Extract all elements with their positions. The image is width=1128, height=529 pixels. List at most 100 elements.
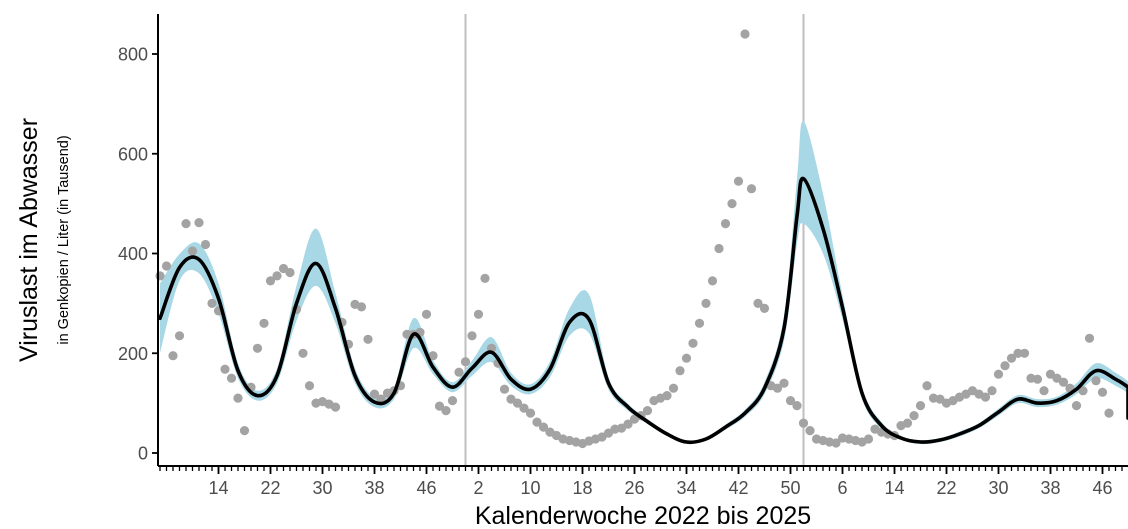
x-tick-label: 34	[676, 478, 696, 498]
data-point	[915, 401, 926, 411]
data-point	[1006, 353, 1017, 363]
x-tick-label: 30	[988, 478, 1008, 498]
data-point	[272, 271, 282, 281]
x-tick-label: 38	[364, 478, 384, 498]
data-point	[265, 276, 276, 286]
data-point	[519, 403, 529, 413]
data-point	[538, 422, 549, 432]
data-point	[285, 267, 295, 278]
data-point	[675, 366, 685, 376]
data-point	[460, 357, 471, 367]
x-tick-label: 14	[884, 478, 904, 498]
data-point	[805, 426, 815, 436]
data-point	[200, 239, 211, 250]
data-point	[220, 364, 230, 374]
data-point	[863, 434, 874, 444]
data-point	[161, 261, 172, 271]
data-point	[1071, 401, 1082, 411]
x-axis-minor-ticks	[159, 466, 1123, 471]
x-tick-label: 46	[1092, 478, 1112, 498]
x-axis-ticks: 14 22 30 38 46 2 10 18 26 34 42 50 6 14 22 30 38 46	[208, 466, 1113, 498]
data-point	[1013, 348, 1023, 358]
smoothed-trend-line	[158, 176, 1128, 445]
x-tick-label: 38	[1040, 478, 1060, 498]
x-tick-label: 46	[416, 478, 436, 498]
data-point	[740, 29, 750, 39]
x-tick-label: 22	[936, 478, 956, 498]
data-point	[707, 276, 718, 286]
data-point	[168, 351, 178, 361]
data-point	[772, 383, 783, 393]
data-point	[467, 331, 477, 341]
data-point	[402, 329, 412, 339]
data-point	[233, 393, 243, 403]
year-boundary-lines	[464, 14, 805, 466]
y-tick-label: 0	[138, 444, 148, 464]
data-point	[720, 219, 731, 229]
data-point	[330, 402, 341, 412]
x-tick-label: 42	[728, 478, 748, 498]
data-point	[155, 271, 165, 281]
data-point	[421, 309, 432, 319]
data-point	[909, 411, 919, 421]
data-point	[187, 246, 198, 256]
data-point	[298, 348, 308, 358]
y-axis-title: Viruslast im Abwasser	[15, 118, 43, 362]
y-axis-subtitle: in Genkopien / Liter (in Tausend)	[56, 135, 72, 344]
x-tick-label: 2	[473, 478, 483, 498]
data-point	[623, 419, 633, 429]
x-tick-label: 6	[837, 478, 847, 498]
data-point	[1097, 387, 1108, 397]
data-point	[922, 381, 932, 391]
data-point	[746, 184, 757, 194]
data-point	[207, 298, 217, 308]
data-point	[304, 381, 315, 391]
data-point	[987, 386, 997, 396]
data-point	[753, 298, 763, 308]
data-point	[1039, 386, 1049, 396]
data-point	[525, 408, 536, 418]
x-tick-label: 22	[260, 478, 280, 498]
data-point	[727, 199, 737, 209]
data-point	[441, 406, 451, 416]
data-point	[428, 351, 438, 361]
x-axis-title: Kalenderwoche 2022 bis 2025	[475, 502, 811, 529]
x-tick-label: 26	[624, 478, 644, 498]
data-point	[369, 389, 380, 399]
data-point	[1019, 348, 1030, 358]
data-point	[512, 398, 523, 408]
x-tick-label: 14	[208, 478, 228, 498]
data-point	[239, 426, 250, 436]
data-points	[155, 29, 1114, 449]
data-point	[681, 353, 692, 363]
y-tick-label: 400	[118, 244, 148, 264]
data-point	[733, 176, 744, 186]
data-point	[688, 338, 698, 348]
data-point	[902, 418, 913, 428]
data-point	[356, 302, 367, 312]
data-point	[785, 396, 796, 406]
data-point	[447, 396, 458, 406]
data-point	[363, 334, 373, 344]
y-tick-label: 600	[118, 144, 148, 164]
data-point	[480, 273, 490, 283]
data-point	[1078, 386, 1088, 396]
x-tick-label: 10	[520, 478, 540, 498]
data-point	[259, 318, 269, 328]
data-point	[662, 391, 672, 401]
data-point	[792, 401, 802, 411]
data-point	[473, 309, 484, 319]
data-point	[714, 243, 724, 254]
data-point	[499, 384, 510, 394]
data-point	[779, 378, 789, 388]
data-point	[532, 417, 542, 427]
data-point	[434, 401, 445, 411]
data-point	[252, 343, 263, 353]
y-axis-ticks: 0 200 400 600 800	[118, 45, 158, 464]
data-point	[181, 219, 191, 229]
x-tick-label: 50	[780, 478, 800, 498]
data-point	[1104, 408, 1114, 418]
data-point	[668, 383, 679, 393]
data-point	[980, 392, 991, 402]
